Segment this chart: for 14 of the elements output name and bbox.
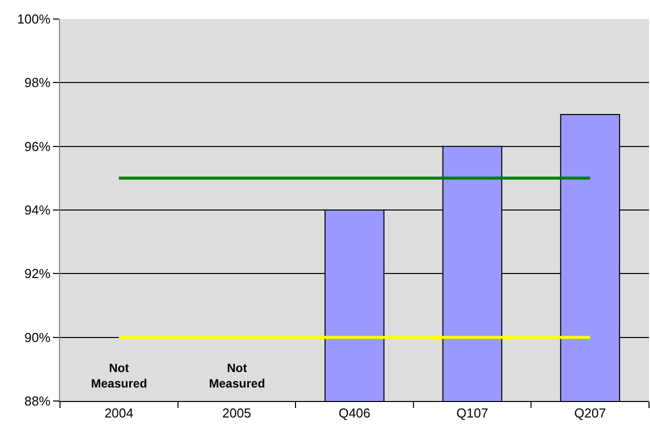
y-tick-label: 94% xyxy=(24,202,51,218)
x-tick-label: Q207 xyxy=(574,406,606,421)
x-tick-label: 2005 xyxy=(222,406,252,421)
y-tick-label: 88% xyxy=(24,394,51,409)
x-tick-label: 2004 xyxy=(104,406,134,421)
annotation: Not Measured xyxy=(91,361,148,391)
x-tick-label: Q107 xyxy=(456,406,488,421)
y-tick-label: 96% xyxy=(24,138,51,154)
y-tick-label: 90% xyxy=(24,330,51,345)
annotation: Not Measured xyxy=(209,361,266,391)
y-tick-label: 98% xyxy=(24,75,51,90)
x-tick-label: Q406 xyxy=(338,406,370,421)
y-tick-label: 100% xyxy=(17,12,51,27)
y-tick-label: 92% xyxy=(24,266,51,282)
